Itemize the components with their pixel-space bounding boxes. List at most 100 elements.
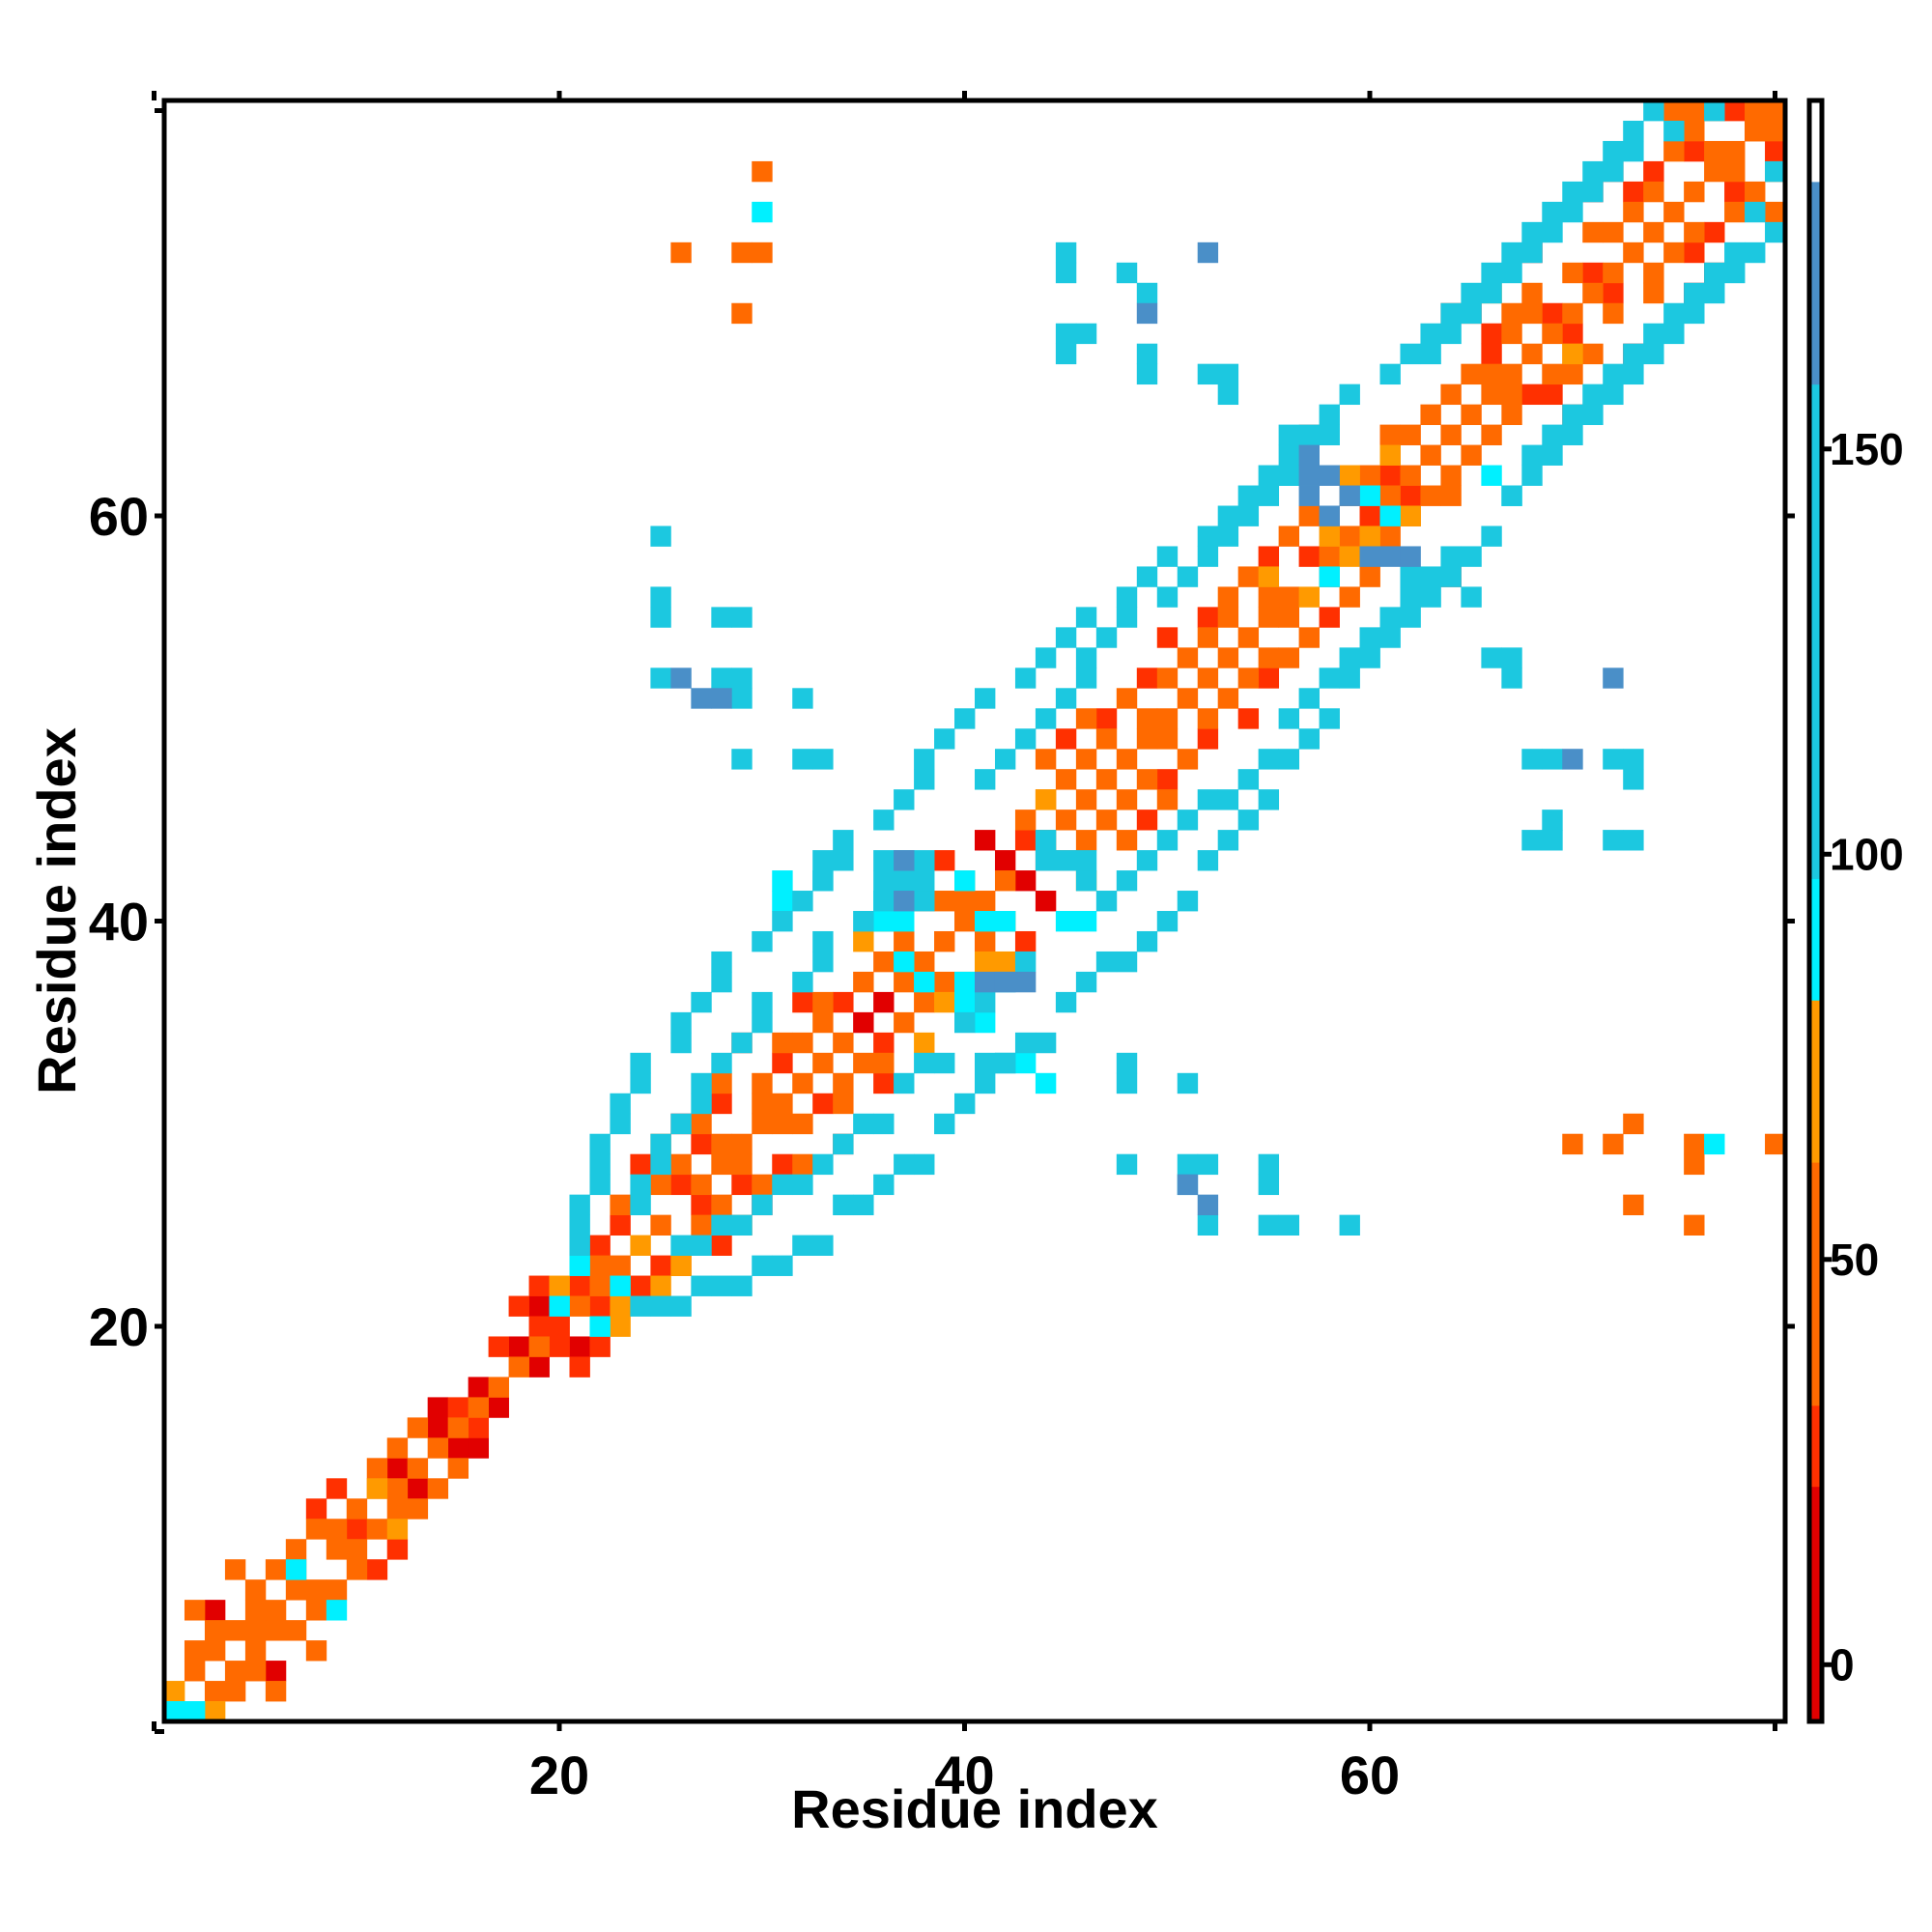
heatmap-cell <box>386 1437 409 1459</box>
heatmap-cell <box>833 1072 854 1094</box>
heatmap-cell <box>1420 444 1441 466</box>
heatmap-cell <box>934 930 955 952</box>
heatmap-cell <box>1237 708 1260 729</box>
heatmap-cell <box>812 991 834 1013</box>
heatmap-cell <box>812 930 834 952</box>
colorbar-segment <box>1809 878 1822 1001</box>
heatmap-cell <box>752 160 773 183</box>
heatmap-cell <box>894 1072 915 1094</box>
heatmap-cell <box>1217 505 1239 526</box>
heatmap-cell <box>1237 769 1260 790</box>
colorbar-segment <box>1809 181 1822 385</box>
heatmap-cell <box>1582 384 1604 406</box>
heatmap-cell <box>1035 708 1057 729</box>
heatmap-cell <box>1197 1194 1219 1216</box>
heatmap-cell <box>1643 221 1664 243</box>
x-tick-label: 40 <box>934 1745 994 1805</box>
heatmap-cell <box>975 830 996 851</box>
heatmap-cell <box>914 850 935 871</box>
heatmap-cell <box>1298 546 1320 567</box>
heatmap-cell <box>346 1498 368 1520</box>
heatmap-cell <box>1461 404 1482 426</box>
heatmap-cell <box>1258 647 1280 668</box>
heatmap-cell <box>954 870 976 892</box>
heatmap-cell <box>1177 891 1199 912</box>
heatmap-cell <box>975 930 996 952</box>
heatmap-cell <box>1379 424 1401 445</box>
heatmap-cell <box>711 971 732 993</box>
heatmap-cell <box>792 688 813 709</box>
heatmap-cell <box>1237 627 1260 648</box>
heatmap-cell <box>1258 546 1280 567</box>
heatmap-cell <box>1197 668 1219 689</box>
heatmap-cell <box>1603 302 1624 325</box>
heatmap-cell <box>1724 262 1746 284</box>
heatmap-cell <box>285 1559 307 1580</box>
heatmap-cell <box>670 1011 692 1034</box>
heatmap-cell <box>1035 850 1057 871</box>
heatmap-cell <box>1136 850 1158 871</box>
heatmap-cell <box>1075 870 1097 892</box>
heatmap-cell <box>711 688 732 709</box>
heatmap-cell <box>1562 749 1583 770</box>
heatmap-cell <box>386 1478 409 1499</box>
heatmap-cell <box>792 1113 813 1135</box>
heatmap-cell <box>1603 830 1624 851</box>
heatmap-cell <box>873 850 895 871</box>
heatmap-cell <box>975 1072 996 1094</box>
heatmap-cell <box>427 1478 449 1499</box>
heatmap-cell <box>528 1336 550 1357</box>
heatmap-cell <box>1501 363 1522 385</box>
heatmap-cell <box>1521 221 1543 243</box>
heatmap-cell <box>1481 282 1502 304</box>
heatmap-cell <box>894 911 915 932</box>
heatmap-cell <box>1501 647 1522 668</box>
heatmap-cell <box>1177 1072 1199 1094</box>
heatmap-cell <box>812 1052 834 1074</box>
heatmap-cell <box>650 1275 671 1296</box>
heatmap-cell <box>1095 891 1118 912</box>
heatmap-cell <box>630 1072 651 1094</box>
heatmap-cell <box>1298 424 1320 445</box>
heatmap-cell <box>873 810 895 831</box>
heatmap-cell <box>1379 546 1401 567</box>
heatmap-cell <box>873 991 895 1013</box>
heatmap-cell <box>1603 363 1624 385</box>
heatmap-cell <box>549 1336 570 1357</box>
heatmap-cell <box>1684 242 1705 264</box>
heatmap-cell <box>1156 546 1179 567</box>
heatmap-cell <box>346 1559 368 1580</box>
heatmap-cell <box>1278 647 1300 668</box>
heatmap-cell <box>731 1133 753 1155</box>
heatmap-cell <box>731 668 753 689</box>
x-tick-labels: 20 40 60 <box>529 1745 1400 1805</box>
heatmap-cell <box>1298 505 1320 526</box>
heatmap-cell <box>1461 586 1482 608</box>
heatmap-cell <box>346 1519 368 1540</box>
heatmap-cell <box>528 1316 550 1337</box>
heatmap-cell <box>1278 465 1300 486</box>
heatmap-cell <box>1197 526 1219 547</box>
heatmap-cell <box>772 1153 793 1176</box>
heatmap-cell <box>1379 465 1401 486</box>
heatmap-cell <box>1156 728 1179 750</box>
heatmap-cell <box>1440 566 1462 587</box>
y-tick-label: 60 <box>89 486 149 547</box>
heatmap-cell <box>610 1316 631 1337</box>
heatmap-cell <box>670 1235 692 1256</box>
heatmap-cell <box>711 1275 732 1296</box>
heatmap-cell <box>1278 424 1300 445</box>
heatmap-cell <box>670 1032 692 1054</box>
heatmap-cell <box>1258 1174 1280 1196</box>
heatmap-cell <box>1197 546 1219 567</box>
heatmap-cell <box>1623 363 1644 385</box>
colorbar-segment <box>1809 1405 1822 1488</box>
heatmap-cell <box>204 1600 226 1621</box>
heatmap-cell <box>326 1579 348 1601</box>
heatmap-cell <box>1075 647 1097 668</box>
heatmap-cell <box>975 951 996 973</box>
heatmap-cell <box>569 1235 590 1256</box>
heatmap-cell <box>1521 444 1543 466</box>
heatmap-cell <box>914 891 935 912</box>
heatmap-cell <box>1055 627 1077 648</box>
